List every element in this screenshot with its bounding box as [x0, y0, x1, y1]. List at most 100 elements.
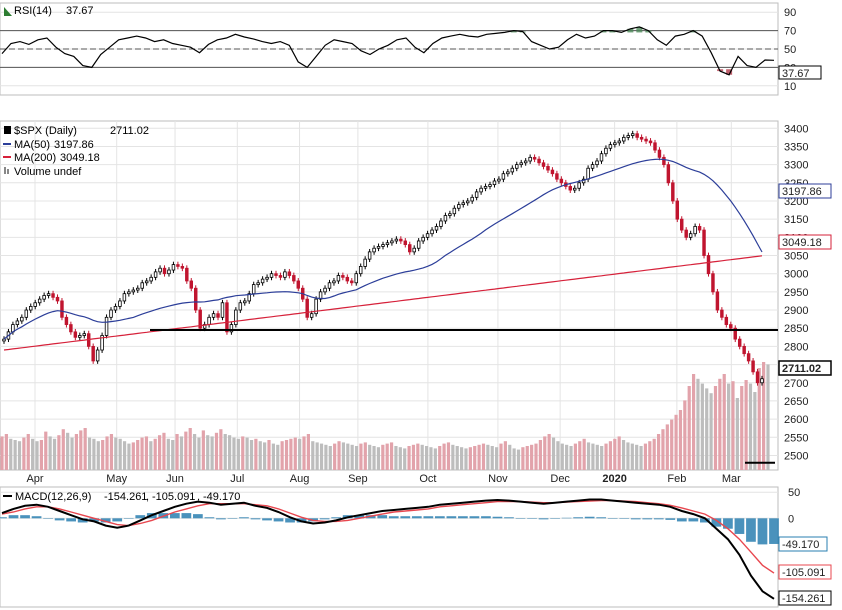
- candle-body: [483, 186, 488, 189]
- macd-histogram-bar: [100, 518, 111, 523]
- volume-bar: [61, 429, 65, 470]
- candle-body: [243, 300, 247, 304]
- macd-histogram-bar: [204, 517, 215, 519]
- candle-body: [720, 309, 724, 318]
- candle-body: [122, 293, 127, 302]
- macd-histogram-bar: [411, 516, 422, 519]
- macd-histogram-bar: [723, 518, 733, 529]
- volume-bar: [766, 364, 770, 470]
- volume-bar: [639, 446, 643, 470]
- volume-bar: [17, 441, 22, 470]
- macd-histogram-bar: [561, 517, 572, 519]
- candle-body: [465, 200, 470, 204]
- candle-body: [131, 289, 136, 293]
- candle-body: [216, 313, 220, 318]
- volume-bar: [219, 429, 223, 470]
- volume-bar: [705, 388, 709, 470]
- volume-bar: [289, 438, 293, 470]
- candle-body: [470, 196, 474, 202]
- volume-bar: [184, 431, 188, 470]
- macd-histogram-bar: [538, 518, 549, 520]
- volume-bar: [92, 438, 96, 470]
- volume-bar: [468, 447, 472, 470]
- volume-bar: [87, 437, 92, 470]
- volume-bar: [481, 443, 486, 470]
- macd-histogram-bar: [607, 518, 618, 519]
- candle-body: [2, 338, 6, 342]
- volume-bar: [464, 448, 468, 470]
- candle-body: [577, 182, 581, 189]
- macd-histogram-bar: [596, 517, 607, 519]
- macd-histogram-bar: [135, 515, 146, 519]
- candle-body: [73, 331, 78, 338]
- x-tick-label: Aug: [290, 473, 310, 485]
- price-tick-label: 2550: [784, 432, 808, 444]
- volume-bar: [700, 383, 704, 470]
- candle-body: [680, 218, 684, 231]
- macd-y-axis: 50 0: [788, 487, 800, 525]
- macd-histogram-bar: [216, 518, 226, 520]
- macd-histogram-bar: [331, 517, 342, 519]
- candle-body: [457, 204, 461, 209]
- candle-body: [78, 335, 82, 338]
- volume-bar: [521, 447, 525, 470]
- macd-signal-badge: [778, 564, 832, 580]
- price-frame: [0, 120, 779, 471]
- candle-body: [95, 349, 100, 362]
- candle-body: [171, 264, 176, 271]
- volume-bar: [678, 410, 683, 470]
- ma50-legend-value: 3197.86: [54, 139, 94, 151]
- candle-body: [733, 327, 737, 340]
- price-legend-title: $SPX (Daily): [14, 125, 77, 137]
- candle-body: [323, 287, 327, 293]
- candle-body: [693, 226, 697, 235]
- candle-body: [296, 280, 301, 289]
- macd-histogram-bar: [388, 516, 399, 519]
- price-tick-label: 3050: [784, 251, 808, 263]
- volume-bar: [109, 434, 114, 470]
- price-legend: $SPX (Daily) 2711.02 MA(50) 3197.86 MA(2…: [3, 125, 149, 178]
- macd-legend-histogram: -49.170: [203, 491, 240, 503]
- macd-legend-macd: -154.261: [104, 491, 147, 503]
- volume-bar: [74, 434, 79, 470]
- candle-body: [42, 295, 46, 300]
- rsi-last-value: 37.67: [782, 68, 810, 80]
- candle-body: [639, 136, 644, 140]
- price-tick-label: 2800: [784, 341, 808, 353]
- volume-bar: [621, 440, 626, 470]
- volume-bar: [648, 441, 652, 470]
- macd-hist-badge-value: -49.170: [782, 539, 819, 551]
- candle-body: [265, 276, 269, 280]
- candle-body: [644, 138, 648, 142]
- volume-bar: [438, 446, 442, 470]
- ma200-line: [3, 255, 763, 351]
- candle-body: [309, 313, 314, 318]
- candle-body: [671, 182, 675, 202]
- candle-body: [198, 309, 202, 329]
- volume-bar: [573, 443, 578, 470]
- volume-bar: [175, 434, 179, 470]
- volume-bar: [359, 443, 363, 470]
- ma200-badge-value: 3049.18: [782, 237, 822, 249]
- price-tick-label: 3400: [784, 123, 808, 135]
- volume-bar: [460, 447, 464, 470]
- volume-bar: [722, 374, 726, 470]
- candle-body: [572, 187, 577, 191]
- volume-bar: [560, 443, 564, 470]
- candle-body: [715, 291, 720, 311]
- price-grid: [0, 121, 778, 470]
- macd-histogram-bar: [77, 518, 88, 523]
- macd-histogram-bar: [458, 516, 468, 519]
- volume-bar: [508, 444, 512, 470]
- volume-bar: [35, 441, 39, 470]
- volume-bar: [473, 446, 477, 470]
- macd-histogram-bar: [504, 517, 514, 519]
- volume-bar: [385, 443, 389, 470]
- macd-signal-badge-value: -105.091: [782, 567, 825, 579]
- candle-body: [599, 153, 604, 162]
- candle-body: [711, 273, 715, 293]
- candle-body: [737, 338, 742, 347]
- candle-body: [278, 275, 283, 278]
- macd-histogram-bar: [527, 518, 537, 519]
- rsi-last-value-badge: [778, 65, 822, 80]
